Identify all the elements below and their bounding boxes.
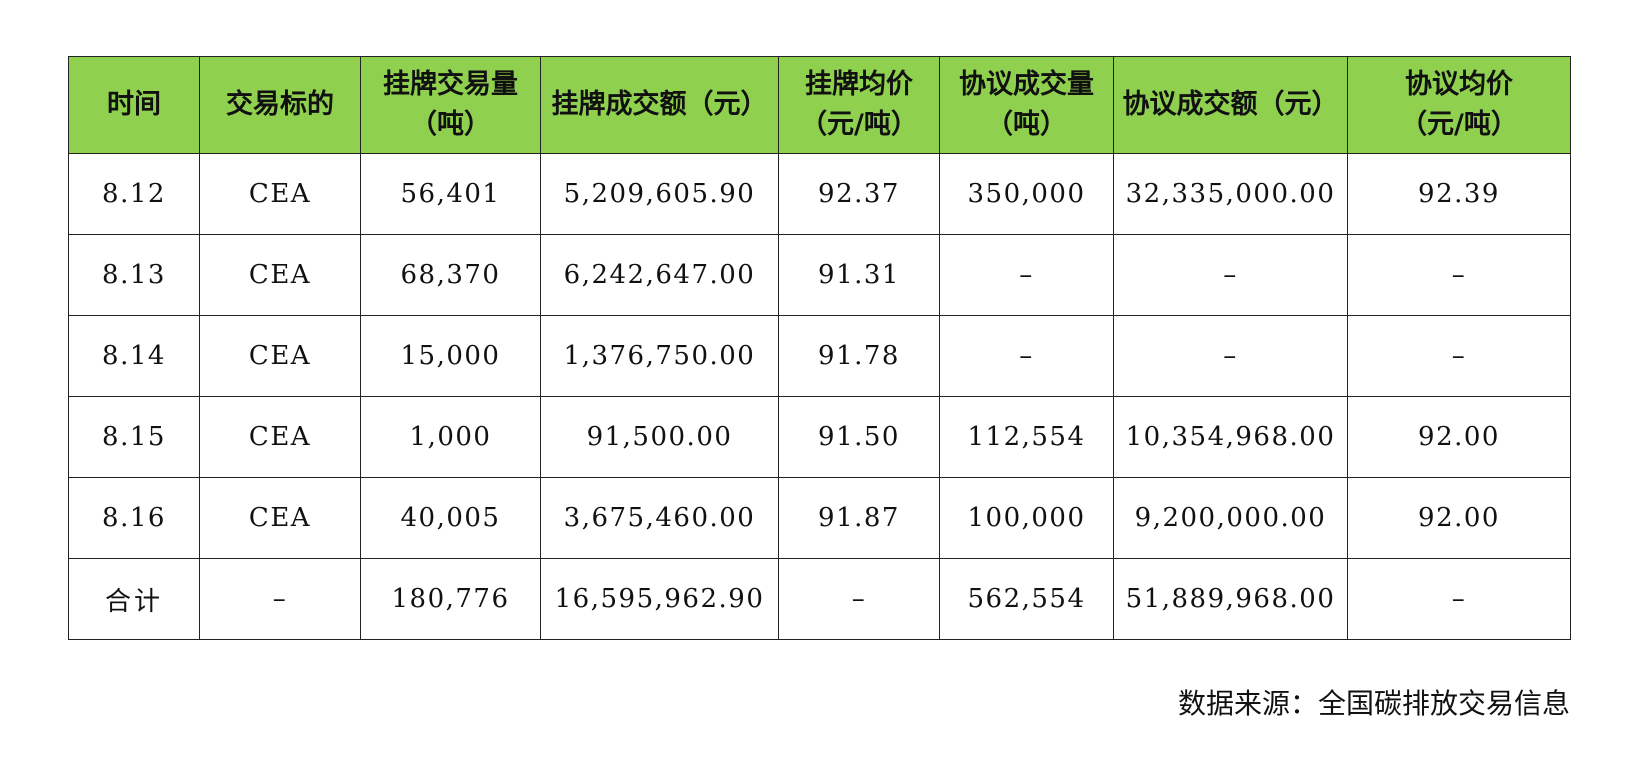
column-header-unit: （元/吨） xyxy=(800,109,918,140)
table-cell: 1,376,750.00 xyxy=(540,315,779,397)
table-cell: 合计 xyxy=(68,558,200,640)
table-cell: 91.87 xyxy=(778,477,940,559)
table-cell: CEA xyxy=(199,396,361,478)
column-header: 挂牌交易量 （吨） xyxy=(360,56,541,154)
table-cell: 8.13 xyxy=(68,234,200,316)
column-header: 协议均价 （元/吨） xyxy=(1347,56,1571,154)
table-cell: – xyxy=(1347,234,1571,316)
table-cell: 180,776 xyxy=(360,558,541,640)
table-cell: CEA xyxy=(199,153,361,235)
table-cell: 100,000 xyxy=(939,477,1114,559)
table-cell: 10,354,968.00 xyxy=(1113,396,1348,478)
column-header: 协议成交量 （吨） xyxy=(939,56,1114,154)
column-header-label: 时间 xyxy=(107,89,161,120)
table-cell: 68,370 xyxy=(360,234,541,316)
column-header-unit: （元/吨） xyxy=(1400,109,1518,140)
table-cell: 56,401 xyxy=(360,153,541,235)
column-header: 挂牌成交额（元） xyxy=(540,56,779,154)
table-cell: 5,209,605.90 xyxy=(540,153,779,235)
table-cell: 91.78 xyxy=(778,315,940,397)
data-source-note: 数据来源：全国碳排放交易信息 xyxy=(1177,687,1570,720)
table-cell: 91.50 xyxy=(778,396,940,478)
column-header: 交易标的 xyxy=(199,56,361,154)
table-cell: – xyxy=(939,315,1114,397)
table-row: 8.16 CEA 40,005 3,675,460.00 91.87 100,000 9,2… xyxy=(68,477,1571,559)
table-cell: 91,500.00 xyxy=(540,396,779,478)
column-header: 协议成交额（元） xyxy=(1113,56,1348,154)
table-cell: 8.16 xyxy=(68,477,200,559)
table-cell: 16,595,962.90 xyxy=(540,558,779,640)
table-cell: 112,554 xyxy=(939,396,1114,478)
table-cell: – xyxy=(778,558,940,640)
column-header-unit: （吨） xyxy=(410,109,491,140)
carbon-trading-table: 时间 交易标的 挂牌交易量 （吨） 挂牌成交额（元） 挂牌均价 （元/吨） 协议成交量 （吨）协… xyxy=(68,56,1571,640)
table-cell: CEA xyxy=(199,477,361,559)
table-row: 8.15 CEA 1,000 91,500.00 91.50 112,554 10,354,… xyxy=(68,396,1571,478)
table-cell: – xyxy=(1347,558,1571,640)
table-cell: 92.39 xyxy=(1347,153,1571,235)
trading-table-container: 时间 交易标的 挂牌交易量 （吨） 挂牌成交额（元） 挂牌均价 （元/吨） 协议成交量 （吨）协… xyxy=(68,56,1571,640)
table-cell: 51,889,968.00 xyxy=(1113,558,1348,640)
table-cell: 40,005 xyxy=(360,477,541,559)
table-cell: CEA xyxy=(199,234,361,316)
column-header: 挂牌均价 （元/吨） xyxy=(778,56,940,154)
table-cell: 91.31 xyxy=(778,234,940,316)
table-cell: – xyxy=(1113,315,1348,397)
table-cell: 9,200,000.00 xyxy=(1113,477,1348,559)
table-cell: CEA xyxy=(199,315,361,397)
table-cell: 15,000 xyxy=(360,315,541,397)
column-header-label: 挂牌均价 xyxy=(805,69,913,100)
table-cell: – xyxy=(1347,315,1571,397)
table-cell: 562,554 xyxy=(939,558,1114,640)
table-cell: 8.14 xyxy=(68,315,200,397)
table-cell: 8.15 xyxy=(68,396,200,478)
table-cell: 3,675,460.00 xyxy=(540,477,779,559)
table-cell: – xyxy=(939,234,1114,316)
table-body: 8.12 CEA 56,401 5,209,605.90 92.37 350,000 32,… xyxy=(68,153,1571,640)
total-row: 合计 –180,776 16,595,962.90–562,554 51,889,96… xyxy=(68,558,1571,640)
column-header-unit: （吨） xyxy=(986,109,1067,140)
header-row: 时间 交易标的 挂牌交易量 （吨） 挂牌成交额（元） 挂牌均价 （元/吨） 协议成交量 （吨）协… xyxy=(68,56,1571,154)
table-cell: 92.00 xyxy=(1347,396,1571,478)
table-cell: 92.00 xyxy=(1347,477,1571,559)
table-cell: 350,000 xyxy=(939,153,1114,235)
column-header-label: 协议成交额（元） xyxy=(1122,89,1339,120)
table-cell: 32,335,000.00 xyxy=(1113,153,1348,235)
column-header-label: 挂牌交易量 xyxy=(383,69,518,100)
column-header-label: 交易标的 xyxy=(226,89,334,120)
column-header-label: 挂牌成交额（元） xyxy=(551,89,768,120)
table-cell: – xyxy=(199,558,361,640)
table-row: 8.13 CEA 68,370 6,242,647.00 91.31– – – xyxy=(68,234,1571,316)
table-cell: 8.12 xyxy=(68,153,200,235)
column-header: 时间 xyxy=(68,56,200,154)
table-header: 时间 交易标的 挂牌交易量 （吨） 挂牌成交额（元） 挂牌均价 （元/吨） 协议成交量 （吨）协… xyxy=(68,56,1571,154)
table-cell: 1,000 xyxy=(360,396,541,478)
table-cell: – xyxy=(1113,234,1348,316)
table-cell: 92.37 xyxy=(778,153,940,235)
table-row: 8.14 CEA 15,000 1,376,750.00 91.78– – – xyxy=(68,315,1571,397)
column-header-label: 协议成交量 xyxy=(959,69,1094,100)
table-row: 8.12 CEA 56,401 5,209,605.90 92.37 350,000 32,… xyxy=(68,153,1571,235)
column-header-label: 协议均价 xyxy=(1405,69,1513,100)
table-cell: 6,242,647.00 xyxy=(540,234,779,316)
